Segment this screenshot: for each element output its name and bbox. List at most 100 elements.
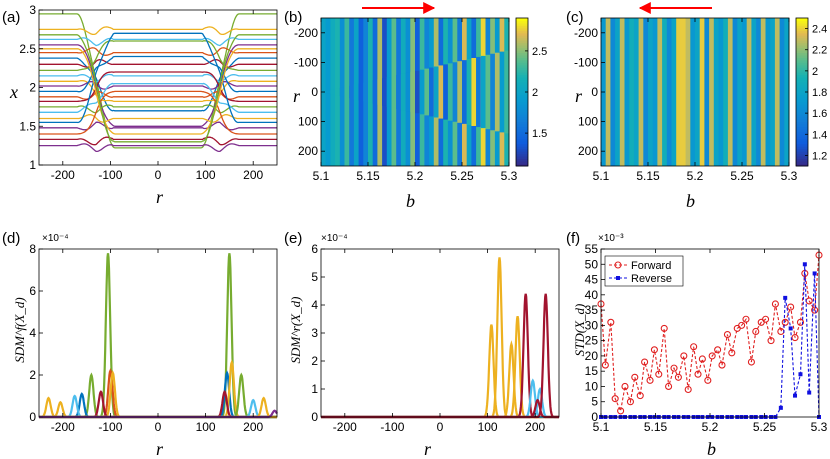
panel-d-ytick-label-1: 2 (29, 368, 36, 382)
colorbar-segment (796, 55, 808, 58)
point-reverse (807, 390, 812, 395)
colorbar-segment (516, 138, 528, 142)
panel-d-xtick-label-4: 200 (243, 420, 263, 434)
colorbar-segment (796, 45, 808, 49)
point-forward (723, 330, 731, 339)
axis-label-a-y: x (9, 82, 18, 102)
colorbar-segment (796, 87, 808, 91)
point-forward (631, 373, 639, 381)
heatmap-cell (662, 18, 668, 166)
colorbar-segment (796, 146, 808, 150)
exponent-f: ×10⁻³ (598, 233, 624, 244)
heatmap-cell-inner (490, 53, 496, 131)
point-forward (708, 352, 716, 360)
colorbar-segment (796, 89, 808, 93)
colorbar-segment (516, 42, 528, 46)
colorbar-segment (796, 109, 808, 113)
panel-c-xtick-label-1: 5.15 (636, 169, 660, 183)
peak-curve-0 (39, 253, 277, 419)
colorbar-segment (796, 32, 808, 36)
trajectory-line-13 (39, 71, 277, 103)
colorbar-segment (516, 131, 528, 135)
trajectory-line-6 (39, 59, 277, 68)
heatmap-cell (624, 18, 630, 166)
heatmap-cell (760, 18, 766, 166)
colorbar-segment (796, 161, 808, 165)
heatmap-cell-inner (363, 82, 369, 102)
colorbar-segment (516, 74, 528, 78)
heatmap-cell (690, 18, 696, 166)
panel-c-xtick-label-2: 5.2 (687, 169, 704, 183)
heatmap-cell (709, 18, 715, 166)
heatmap-cell (638, 18, 644, 166)
heatmap-cell (699, 18, 705, 166)
colorbar-segment (516, 55, 528, 58)
colorbar-segment (516, 47, 528, 51)
point-forward (771, 300, 779, 308)
colorbar-segment (516, 146, 528, 150)
colorbar-segment (796, 82, 808, 86)
colorbar-segment (516, 136, 528, 140)
trajectory-line-4 (39, 47, 277, 56)
panel-e-ytick-label-2: 2 (311, 354, 318, 368)
heatmap-cell (742, 18, 748, 166)
panel-f-ytick-label-7: 35 (585, 303, 599, 317)
colorbar-segment (796, 27, 808, 31)
colorbar-segment (796, 79, 808, 83)
colorbar-segment (516, 35, 528, 39)
heatmap-cell (619, 18, 625, 166)
panel-b-ytick-label-1: -100 (294, 55, 318, 69)
panel-f-ytick-label-8: 40 (585, 288, 599, 302)
point-forward (704, 376, 712, 384)
point-reverse (783, 295, 788, 300)
colorbar-segment (796, 92, 808, 95)
panel-tag-f: (f) (566, 230, 580, 247)
heatmap-cell-inner (419, 69, 425, 115)
point-forward (636, 392, 644, 400)
heatmap-cell-inner (438, 65, 444, 119)
panel-e-xtick-label-4: 200 (525, 420, 545, 434)
colorbar-segment (796, 22, 808, 26)
heatmap-cell (774, 18, 781, 166)
colorbar-segment (516, 109, 528, 113)
panel-e-ytick-label-6: 6 (311, 242, 318, 256)
point-forward (796, 318, 805, 326)
panel-f-ytick-label-2: 10 (585, 379, 599, 393)
colorbar-segment (516, 101, 528, 105)
colorbar-segment (796, 57, 808, 61)
colorbar-segment (796, 131, 808, 135)
heatmap-cell-inner (349, 85, 355, 99)
heatmap-cell (648, 18, 654, 166)
colorbar-tick-label-3: 1.8 (812, 87, 827, 99)
heatmap-cell (680, 18, 687, 166)
panel-e-ytick-label-5: 5 (311, 270, 318, 284)
axis-label-f-y: STD(X_d) (572, 304, 587, 357)
colorbar-segment (796, 42, 808, 46)
colorbar-segment (796, 59, 808, 63)
colorbar-segment (796, 69, 808, 73)
point-forward (752, 327, 760, 336)
point-forward (684, 385, 692, 394)
heatmap-cell-inner (504, 50, 510, 134)
point-forward (811, 306, 819, 314)
point-forward (660, 324, 668, 332)
heatmap-cell (784, 18, 790, 166)
series-line-reverse (601, 264, 820, 418)
colorbar-segment (516, 156, 528, 160)
panel-a-xtick-label-4: 200 (243, 168, 263, 182)
point-reverse (788, 326, 793, 331)
heatmap-cell-inner (415, 70, 421, 114)
panel-c-xtick-label-4: 5.3 (781, 169, 798, 183)
heatmap-cell-inner (443, 64, 449, 120)
point-forward (742, 315, 750, 323)
panel-f-ytick-label-0: 0 (591, 410, 598, 424)
legend-box (604, 255, 684, 287)
colorbar-segment (516, 69, 528, 73)
colorbar-segment (516, 79, 528, 83)
trajectory-line-0 (39, 13, 277, 149)
colorbar-segment (796, 96, 808, 100)
heatmap-cell (718, 18, 724, 166)
trajectory-line-16 (39, 114, 277, 123)
colorbar-segment (796, 163, 808, 167)
heatmap-cell-inner (396, 74, 402, 110)
